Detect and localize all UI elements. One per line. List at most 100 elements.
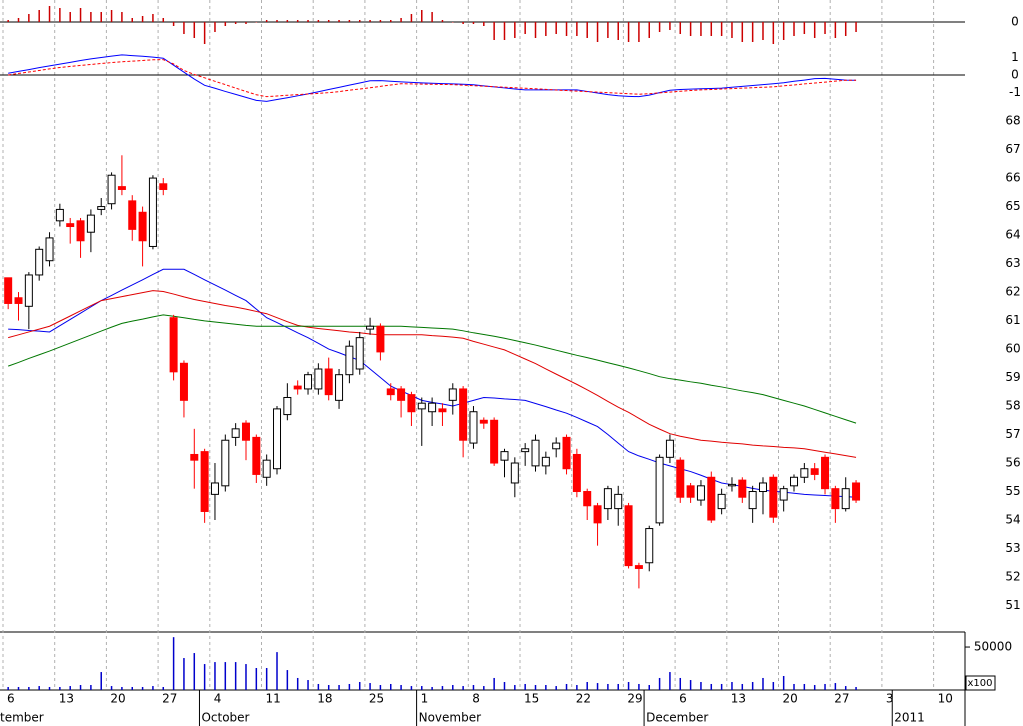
candle-body (562, 436, 571, 470)
bar (338, 685, 340, 690)
unit-label: x100 (967, 678, 992, 689)
month-label: December (646, 711, 708, 725)
y-tick-label: 67 (1005, 142, 1020, 156)
bar (100, 12, 102, 22)
bar (421, 10, 423, 22)
bar (638, 683, 640, 690)
candle-body (583, 491, 592, 507)
candle-body (552, 442, 561, 450)
y-tick-label: 55 (1005, 484, 1020, 498)
bar (400, 18, 402, 22)
bar (855, 686, 857, 690)
bar (369, 20, 371, 22)
bar (48, 686, 51, 690)
candle-body (479, 419, 488, 424)
bar (751, 22, 754, 42)
bar (224, 662, 227, 690)
bar (782, 22, 785, 40)
x-tick-label: 22 (576, 692, 591, 706)
bar (348, 20, 351, 22)
bar (441, 20, 444, 22)
bar (803, 22, 806, 34)
candle-body (14, 297, 23, 304)
bar (255, 668, 258, 690)
y-tick-label: 56 (1005, 456, 1020, 470)
bar (358, 20, 361, 22)
bar (607, 683, 609, 690)
y-tick-label: 68 (1005, 114, 1020, 128)
candle-body (438, 408, 447, 413)
bar (844, 22, 847, 36)
candle-body (810, 468, 819, 475)
candle-body (665, 439, 674, 458)
y-tick-label: 53 (1005, 541, 1020, 555)
candle-body (190, 453, 199, 461)
candle-body (4, 277, 13, 304)
candle-body (510, 462, 519, 484)
bar (648, 685, 650, 690)
bar (565, 683, 568, 690)
candle-body (366, 325, 375, 330)
bar (59, 686, 61, 690)
x-tick-label: 20 (783, 692, 798, 706)
bar (493, 22, 495, 40)
bar (307, 680, 309, 690)
bar (762, 677, 764, 690)
line (8, 54, 857, 102)
candle-body (469, 411, 478, 444)
candle-body (128, 200, 137, 230)
bar (565, 22, 568, 36)
candle-body (262, 459, 271, 478)
candle-body (459, 388, 468, 441)
bar (731, 682, 733, 690)
x-tick-label: 11 (266, 692, 281, 706)
bar (617, 22, 619, 40)
bar (276, 652, 278, 690)
month-label: October (201, 711, 249, 725)
bar (245, 664, 247, 690)
bar (545, 22, 547, 36)
bar (710, 22, 713, 36)
bar (452, 22, 454, 23)
bar (296, 20, 299, 22)
candle-body (241, 422, 250, 441)
bar (265, 20, 268, 22)
bar (296, 677, 299, 690)
bar (710, 683, 713, 690)
bar (555, 22, 557, 34)
bar (813, 685, 816, 690)
candle-body (541, 456, 550, 467)
bar (731, 22, 733, 38)
candle-body (66, 223, 75, 228)
x-tick-label: 1 (421, 692, 429, 706)
line (8, 290, 857, 458)
bar (224, 22, 227, 26)
bar (121, 12, 123, 22)
bar (152, 14, 154, 22)
bar (234, 22, 237, 24)
y-tick-label: 51 (1005, 598, 1020, 612)
bar (669, 672, 671, 690)
candle-body (397, 388, 406, 401)
candle-body (117, 186, 126, 190)
bar (379, 685, 382, 690)
y-tick-label: 65 (1005, 199, 1020, 213)
y-tick-label: 66 (1005, 171, 1020, 185)
bar (48, 6, 51, 22)
bar (327, 685, 330, 690)
bar (658, 22, 661, 32)
bar (131, 18, 133, 22)
candle-body (324, 368, 333, 396)
bar (141, 686, 144, 690)
bar (338, 20, 340, 22)
bar (327, 20, 330, 22)
x-tick-label: 27 (162, 692, 177, 706)
candle-body (210, 482, 219, 495)
bar (514, 685, 516, 690)
x-tick-label: 27 (834, 692, 849, 706)
bar (576, 22, 578, 36)
bar (503, 682, 506, 690)
candle-body (634, 565, 643, 569)
bar (214, 662, 216, 690)
candle-body (335, 374, 344, 401)
